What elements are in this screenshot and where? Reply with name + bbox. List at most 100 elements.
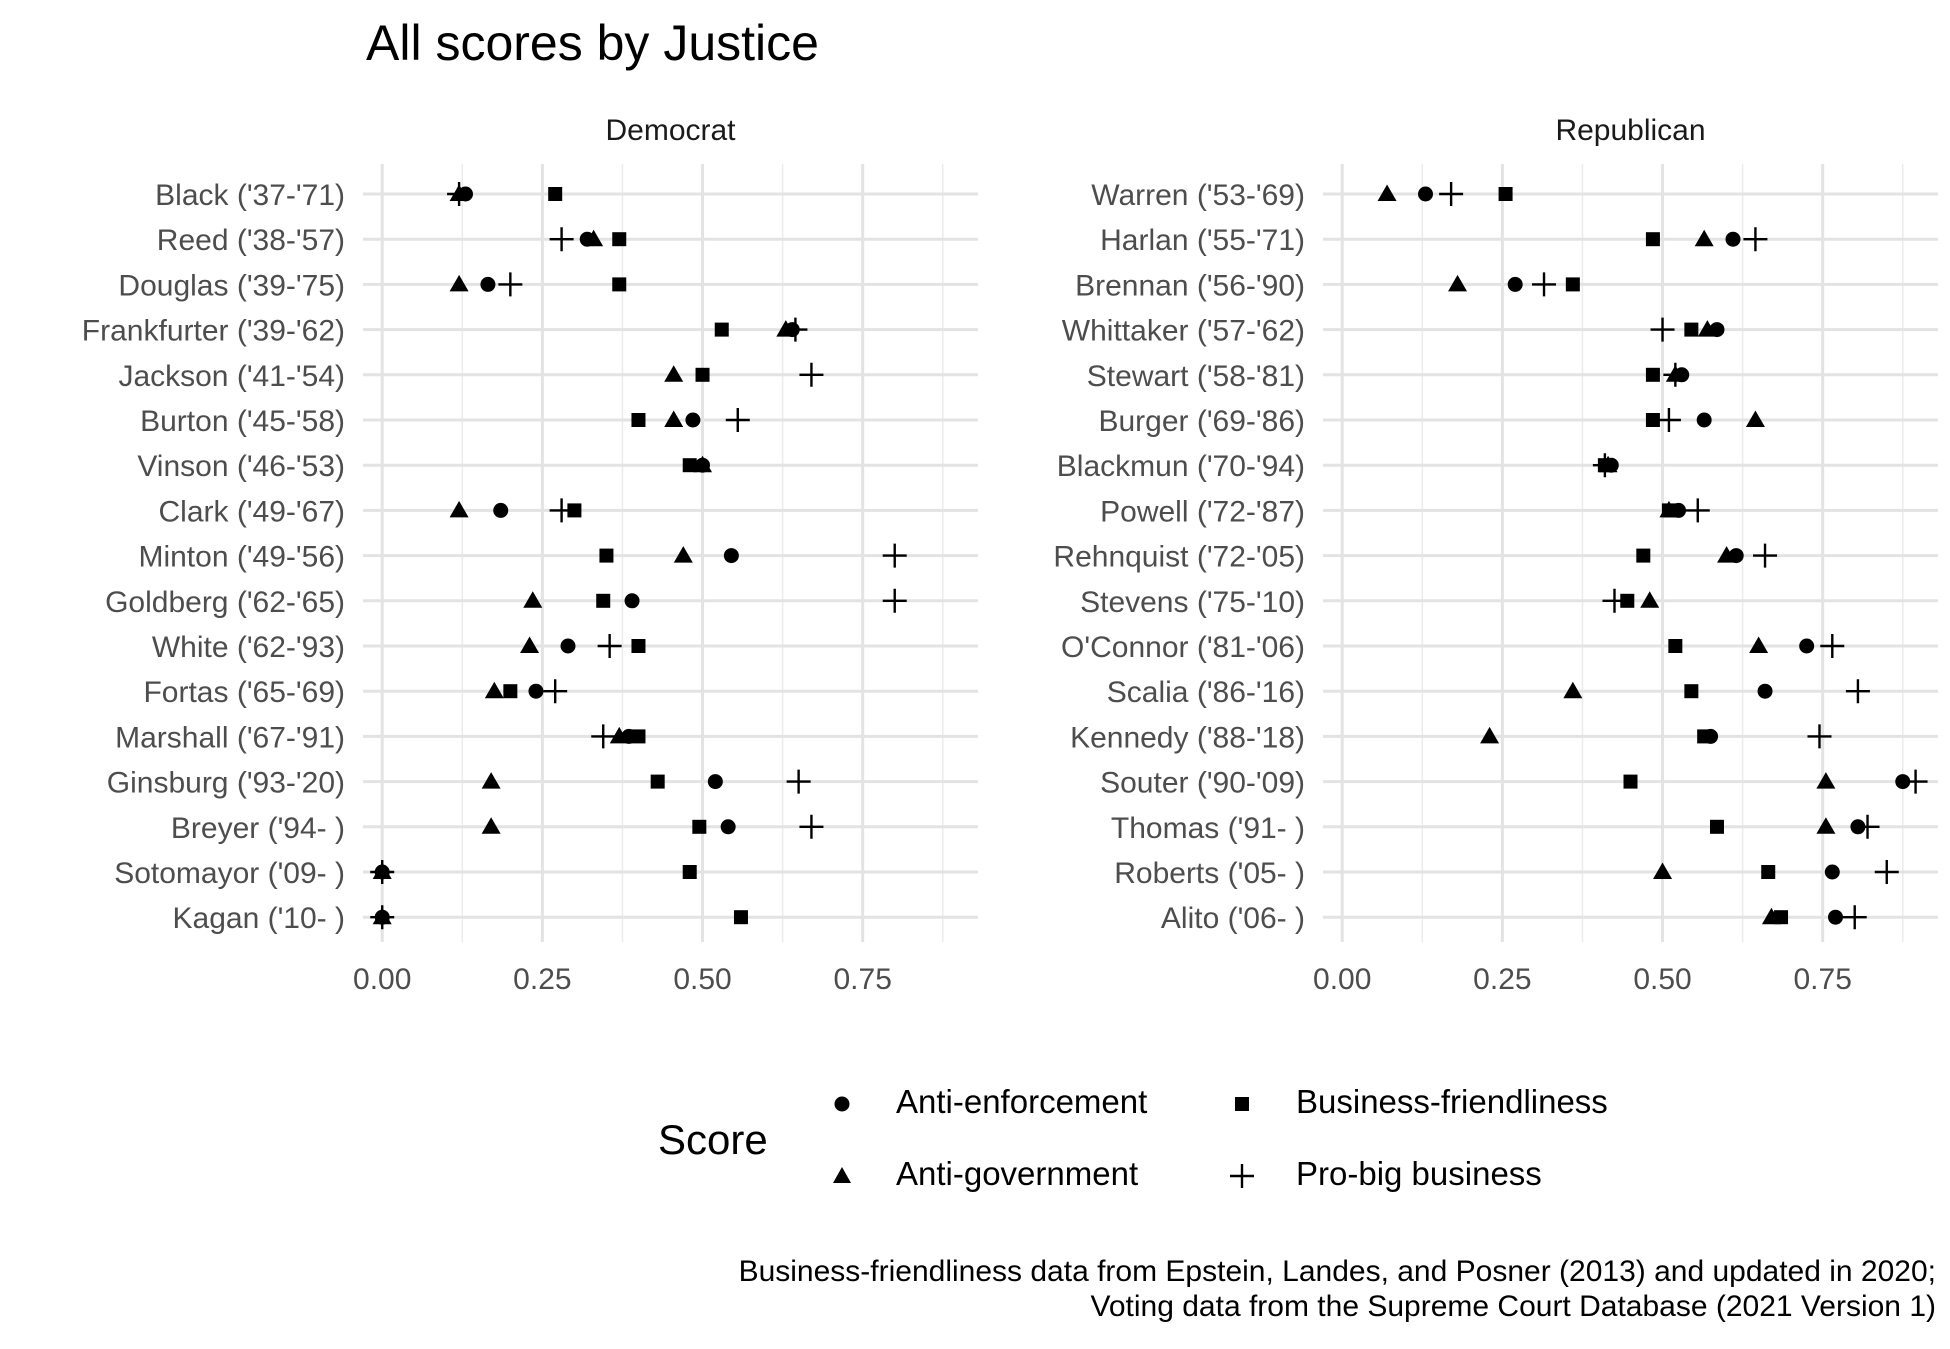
point-anti-government bbox=[1816, 817, 1836, 834]
point-business-friendliness bbox=[548, 187, 563, 201]
point-business-friendliness bbox=[612, 232, 627, 247]
point-anti-government bbox=[1816, 772, 1836, 789]
y-tick-label: Thomas ('91- ) bbox=[1111, 812, 1305, 845]
point-anti-government bbox=[1745, 410, 1765, 427]
point-anti-government bbox=[449, 500, 469, 518]
y-tick-label: Breyer ('94- ) bbox=[171, 812, 345, 845]
point-business-friendliness bbox=[503, 684, 518, 699]
y-tick-label: Sotomayor ('09- ) bbox=[114, 857, 345, 890]
point-pro-big-business bbox=[370, 860, 395, 884]
point-anti-government bbox=[776, 320, 796, 337]
point-anti-government bbox=[523, 591, 543, 608]
y-tick-label: Brennan ('56-'90) bbox=[1075, 269, 1305, 302]
point-anti-enforcement bbox=[1824, 864, 1840, 880]
point-pro-big-business bbox=[1743, 227, 1768, 252]
point-pro-big-business bbox=[1439, 182, 1464, 206]
point-business-friendliness bbox=[714, 322, 729, 337]
point-anti-government bbox=[1480, 726, 1500, 744]
y-tick-label: Goldberg ('62-'65) bbox=[105, 586, 345, 619]
point-business-friendliness bbox=[1623, 774, 1638, 789]
point-pro-big-business bbox=[1663, 362, 1688, 387]
y-tick-label: Souter ('90-'09) bbox=[1100, 767, 1305, 800]
point-business-friendliness bbox=[1645, 232, 1660, 247]
point-anti-government bbox=[1749, 636, 1769, 653]
point-pro-big-business bbox=[1753, 543, 1778, 568]
point-anti-government bbox=[484, 681, 504, 699]
point-pro-big-business bbox=[370, 905, 395, 930]
point-business-friendliness bbox=[567, 503, 582, 518]
point-business-friendliness bbox=[1620, 593, 1635, 608]
y-tick-label: Rehnquist ('72-'05) bbox=[1053, 541, 1305, 574]
y-tick-label: Jackson ('41-'54) bbox=[118, 360, 345, 393]
y-tick-label: Scalia ('86-'16) bbox=[1107, 676, 1305, 709]
point-pro-big-business bbox=[1656, 408, 1681, 432]
y-tick-label: Vinson ('46-'53) bbox=[137, 450, 345, 483]
y-tick-label: Roberts ('05- ) bbox=[1114, 857, 1305, 890]
point-pro-big-business bbox=[1592, 453, 1617, 478]
point-anti-enforcement bbox=[1725, 231, 1741, 247]
point-pro-big-business bbox=[591, 724, 616, 749]
y-tick-label: Blackmun ('70-'94) bbox=[1057, 450, 1305, 483]
point-anti-enforcement bbox=[624, 593, 640, 609]
point-anti-government bbox=[1717, 546, 1737, 563]
point-business-friendliness bbox=[596, 593, 611, 608]
point-anti-enforcement bbox=[720, 819, 736, 835]
point-pro-big-business bbox=[1845, 679, 1870, 704]
point-pro-big-business bbox=[597, 634, 622, 658]
point-business-friendliness bbox=[631, 639, 646, 653]
point-business-friendliness bbox=[1761, 865, 1776, 879]
y-tick-label: Frankfurter ('39-'62) bbox=[82, 315, 345, 348]
point-business-friendliness bbox=[1668, 639, 1683, 653]
point-pro-big-business bbox=[783, 317, 808, 342]
y-tick-label: Powell ('72-'87) bbox=[1100, 495, 1305, 528]
x-tick-label: 0.25 bbox=[1473, 963, 1531, 996]
caption-line-2: Voting data from the Supreme Court Datab… bbox=[1090, 1290, 1937, 1324]
legend-item-business-friendliness: Business-friendliness bbox=[1296, 1083, 1608, 1120]
legend-square-icon bbox=[1235, 1097, 1249, 1111]
point-business-friendliness bbox=[650, 774, 665, 789]
gridlines-republican bbox=[1323, 164, 1938, 942]
legend-triangle-icon bbox=[833, 1167, 851, 1183]
y-tick-label: Marshall ('67-'91) bbox=[115, 721, 345, 754]
y-tick-label: Warren ('53-'69) bbox=[1091, 179, 1305, 212]
point-anti-government bbox=[1377, 184, 1397, 201]
point-pro-big-business bbox=[549, 227, 574, 252]
point-anti-government bbox=[1694, 229, 1714, 247]
point-anti-enforcement bbox=[1895, 774, 1911, 790]
x-tick-label: 0.00 bbox=[1313, 963, 1371, 996]
point-anti-government bbox=[1697, 320, 1717, 337]
point-pro-big-business bbox=[447, 182, 472, 206]
y-tick-label: Alito ('06- ) bbox=[1161, 902, 1305, 935]
point-business-friendliness bbox=[1498, 187, 1513, 201]
point-pro-big-business bbox=[882, 588, 907, 613]
point-pro-big-business bbox=[1685, 498, 1710, 523]
chart-caption: Business-friendliness data from Epstein,… bbox=[739, 1254, 1936, 1325]
point-anti-government bbox=[584, 229, 604, 247]
y-tick-label: Kagan ('10- ) bbox=[173, 902, 346, 935]
point-business-friendliness bbox=[1661, 503, 1676, 518]
point-anti-government bbox=[664, 365, 684, 382]
x-tick-label: 0.00 bbox=[353, 963, 411, 996]
point-pro-big-business bbox=[786, 769, 811, 794]
point-business-friendliness bbox=[599, 548, 614, 563]
point-business-friendliness bbox=[631, 729, 646, 744]
point-anti-enforcement bbox=[493, 502, 509, 518]
x-tick-label: 0.50 bbox=[1633, 963, 1691, 996]
point-anti-government bbox=[1653, 862, 1673, 879]
y-tick-label: Stevens ('75-'10) bbox=[1080, 586, 1305, 619]
point-anti-enforcement bbox=[723, 548, 739, 564]
point-pro-big-business bbox=[543, 679, 568, 704]
legend-plus-icon bbox=[1230, 1164, 1254, 1188]
point-business-friendliness bbox=[682, 865, 697, 879]
point-business-friendliness bbox=[1684, 684, 1699, 699]
point-pro-big-business bbox=[1820, 634, 1845, 658]
y-tick-label: Reed ('38-'57) bbox=[157, 224, 345, 257]
point-business-friendliness bbox=[1565, 277, 1580, 292]
point-anti-enforcement bbox=[1799, 638, 1815, 654]
point-anti-enforcement bbox=[480, 276, 496, 292]
point-business-friendliness bbox=[692, 819, 707, 834]
chart-title: All scores by Justice bbox=[366, 15, 819, 71]
point-anti-government bbox=[693, 455, 713, 473]
point-business-friendliness bbox=[682, 458, 697, 473]
y-tick-label: Douglas ('39-'75) bbox=[118, 269, 345, 302]
